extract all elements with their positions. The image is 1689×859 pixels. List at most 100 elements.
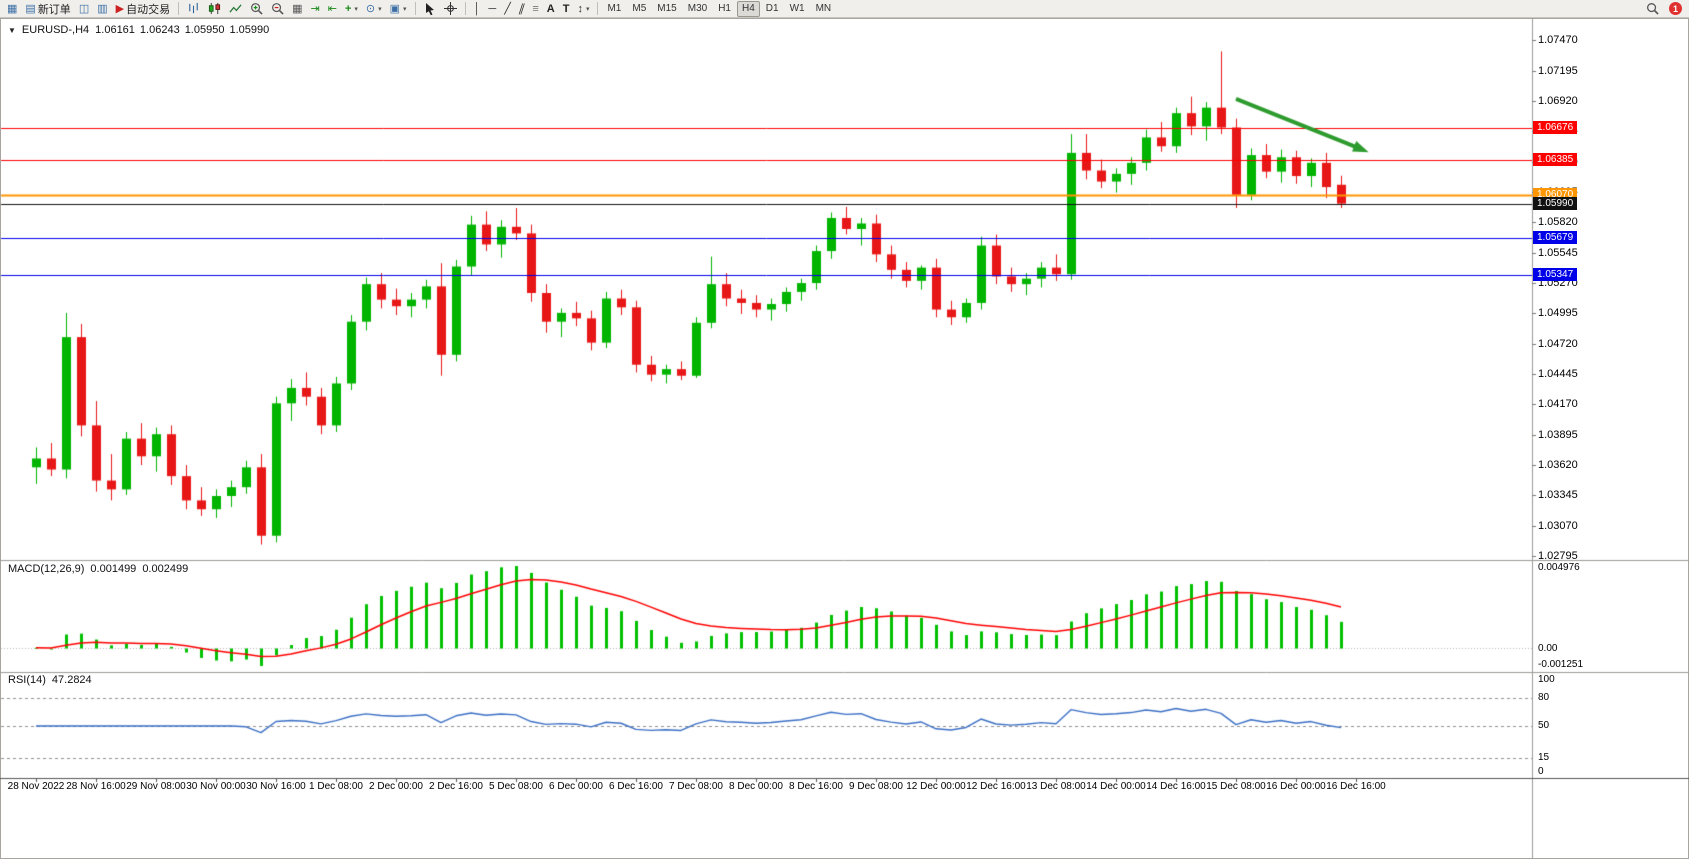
price-tick-label: 1.04445 — [1538, 368, 1578, 380]
profiles-button[interactable]: ◫ — [75, 0, 93, 18]
ohlc-open: 1.06161 — [95, 24, 135, 36]
price-tick-label: 1.03620 — [1538, 459, 1578, 471]
timeframe-m30-button[interactable]: M30 — [687, 3, 708, 14]
price-line-tag[interactable]: 1.06385 — [1533, 153, 1578, 166]
new-order-button[interactable]: ▤ 新订单 — [21, 0, 74, 18]
indicators-button[interactable]: + ▾ — [341, 0, 362, 18]
text-button[interactable]: A — [543, 0, 559, 18]
price-line-tag[interactable]: 1.05347 — [1533, 268, 1578, 281]
timeframe-m15-button[interactable]: M15 — [657, 3, 677, 14]
new-chart-button[interactable]: ▦ — [3, 0, 21, 18]
timeframe-mn-button[interactable]: MN — [815, 3, 832, 14]
time-axis-label: 1 Dec 08:00 — [309, 781, 363, 792]
ohlc-high: 1.06243 — [139, 24, 180, 36]
timeframe-h4-button[interactable]: H4 — [736, 0, 760, 17]
zoom-in-icon — [250, 2, 263, 15]
price-tick-label: 1.05545 — [1538, 247, 1578, 259]
zoom-out-button[interactable] — [267, 0, 288, 18]
price-tick-label: 1.06920 — [1538, 95, 1578, 107]
line-chart-mode-button[interactable] — [225, 0, 246, 18]
horizontal-line-button[interactable]: ─ — [484, 0, 500, 18]
new-order-label: 新订单 — [37, 3, 71, 16]
data-window-button[interactable]: ▥ — [93, 0, 111, 18]
toolbar-separator — [597, 2, 599, 15]
time-axis-label: 29 Nov 08:00 — [126, 781, 186, 792]
one-click-trading-toggle[interactable]: ▼ — [8, 25, 16, 35]
channel-icon: ∥ — [516, 2, 527, 15]
arrows-icon: ↕ — [577, 2, 583, 15]
templates-button[interactable]: ▣ ▾ — [386, 0, 411, 18]
tile-windows-icon: ▦ — [292, 2, 303, 15]
time-axis-label: 13 Dec 08:00 — [1026, 781, 1086, 792]
toolbar-separator — [178, 2, 180, 15]
time-axis-label: 8 Dec 16:00 — [789, 781, 843, 792]
toolbar-right: 1 — [1642, 0, 1686, 18]
order-form-icon: ▤ — [25, 2, 36, 15]
chevron-down-icon: ▾ — [585, 5, 590, 13]
time-axis-label: 16 Dec 16:00 — [1326, 781, 1386, 792]
current-price-tag[interactable]: 1.05990 — [1533, 197, 1578, 210]
cursor-button[interactable] — [420, 0, 440, 18]
price-line-tag[interactable]: 1.05679 — [1533, 231, 1578, 244]
price-line-tag[interactable]: 1.06676 — [1533, 121, 1578, 134]
price-tick-label: 1.04995 — [1538, 307, 1578, 319]
data-window-icon: ▥ — [97, 2, 108, 15]
time-axis-label: 2 Dec 00:00 — [369, 781, 423, 792]
auto-scroll-button[interactable]: ⇥ — [307, 0, 324, 18]
price-tick-label: 1.05820 — [1538, 216, 1578, 228]
indicators-icon: + — [344, 2, 352, 15]
candles-mode-icon — [208, 2, 221, 15]
time-axis-label: 14 Dec 16:00 — [1146, 781, 1206, 792]
chart-shift-icon: ⇤ — [327, 2, 337, 15]
zoom-out-icon — [271, 2, 284, 15]
timeframe-d1-button[interactable]: D1 — [765, 3, 779, 14]
toolbar: ▦ ▤ 新订单 ◫ ▥ ▶ 自动交易 ▦ ⇥ ⇤ + ▾ ⊙ ▾ ▣ ▾ │ ─ ╱ ∥ ≡ A T ↕ ▾ M1 M5 M15 M3… — [0, 0, 1689, 18]
time-axis-label: 30 Nov 00:00 — [186, 781, 246, 792]
chart-shift-button[interactable]: ⇤ — [324, 0, 341, 18]
rsi-value: 47.2824 — [51, 674, 92, 686]
price-tick-label: 1.07470 — [1538, 34, 1578, 46]
line-mode-icon — [229, 2, 242, 15]
tile-windows-button[interactable]: ▦ — [288, 0, 306, 18]
macd-label: MACD(12,26,9) — [8, 563, 85, 575]
auto-trading-button[interactable]: ▶ 自动交易 — [112, 0, 174, 18]
arrows-button[interactable]: ↕ ▾ — [573, 0, 593, 18]
timeframe-m5-button[interactable]: M5 — [632, 3, 647, 14]
price-tick-label: 1.04170 — [1538, 398, 1578, 410]
timeframe-m1-button[interactable]: M1 — [607, 3, 622, 14]
time-axis-label: 9 Dec 08:00 — [849, 781, 903, 792]
price-tick-label: 1.02795 — [1538, 550, 1578, 562]
equidistant-channel-button[interactable]: ∥ — [515, 0, 529, 18]
text-label-button[interactable]: T — [559, 0, 574, 18]
price-tick-label: 1.03895 — [1538, 429, 1578, 441]
time-axis-label: 8 Dec 00:00 — [729, 781, 783, 792]
notification-badge[interactable]: 1 — [1669, 2, 1682, 15]
time-axis-label: 12 Dec 16:00 — [966, 781, 1026, 792]
vertical-line-button[interactable]: │ — [470, 0, 485, 18]
time-axis-label: 2 Dec 16:00 — [429, 781, 483, 792]
periods-button[interactable]: ⊙ ▾ — [362, 0, 386, 18]
ohlc-low: 1.05950 — [184, 24, 225, 36]
timeframe-h1-button[interactable]: H1 — [718, 3, 731, 14]
trendline-button[interactable]: ╱ — [500, 0, 515, 18]
rsi-axis-label: 15 — [1538, 752, 1550, 763]
candlestick-mode-button[interactable] — [204, 0, 225, 18]
timeframe-w1-button[interactable]: W1 — [789, 3, 805, 14]
crosshair-button[interactable] — [440, 0, 461, 18]
crosshair-icon — [443, 2, 457, 15]
zoom-in-button[interactable] — [246, 0, 267, 18]
ohlc-values: 1.06161 1.06243 1.05950 1.05990 — [95, 24, 269, 36]
time-axis-label: 14 Dec 00:00 — [1086, 781, 1146, 792]
timeframe-toolbar: M1 M5 M15 M30 H1 H4 D1 W1 MN — [602, 0, 836, 17]
auto-scroll-icon: ⇥ — [310, 2, 320, 15]
label-icon: T — [562, 2, 570, 15]
bar-chart-mode-button[interactable] — [183, 0, 204, 18]
hline-icon: ─ — [488, 2, 497, 15]
symbol-period-label: EURUSD-,H4 — [21, 24, 90, 36]
search-button[interactable] — [1642, 0, 1663, 18]
time-axis-label: 30 Nov 16:00 — [246, 781, 306, 792]
fibonacci-button[interactable]: ≡ — [528, 0, 542, 18]
templates-icon: ▣ — [389, 2, 401, 15]
